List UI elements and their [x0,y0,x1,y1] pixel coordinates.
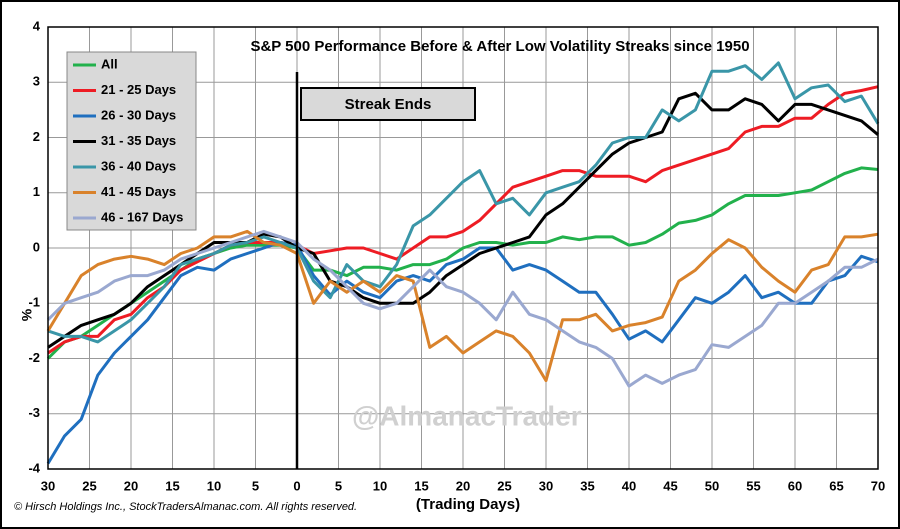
legend-label: 36 - 40 Days [101,158,176,173]
series-line [47,85,879,355]
series-line [46,229,879,383]
y-tick-label: -4 [28,460,40,475]
x-tick-label: 65 [829,478,843,493]
x-tick-label: 35 [580,478,594,493]
y-tick-label: -3 [28,405,40,420]
x-tick-label: 5 [252,478,259,493]
y-tick-label: 3 [33,74,40,89]
y-tick-label: 0 [33,239,40,254]
series-group [46,61,880,465]
legend-label: 46 - 167 Days [101,209,183,224]
series-line [46,241,879,465]
x-tick-label: 5 [335,478,342,493]
series-line [47,91,879,349]
plot-border [47,26,879,470]
x-tick-label: 20 [124,478,138,493]
legend: All 21 - 25 Days 26 - 30 Days 31 - 35 Days 3… [73,56,183,224]
y-tick-label: 2 [33,129,40,144]
chart-title: S&P 500 Performance Before & After Low V… [250,38,749,55]
legend-label: 41 - 45 Days [101,184,176,199]
watermark: @AlmanacTrader [352,400,582,431]
x-tick-label: 45 [663,478,677,493]
x-tick-label: 50 [705,478,719,493]
legend-label: 21 - 25 Days [101,82,176,97]
x-tick-label: 25 [497,478,511,493]
y-tick-label: 4 [33,18,41,33]
x-tick-label: 40 [622,478,636,493]
x-tick-label: 60 [788,478,802,493]
x-tick-label: 20 [456,478,470,493]
x-tick-label: 25 [82,478,96,493]
annotation: Streak Ends [345,96,432,113]
x-tick-label: 10 [207,478,221,493]
x-tick-label: 0 [293,478,300,493]
x-tick-label: 30 [41,478,55,493]
x-tick-label: 30 [539,478,553,493]
legend-label: All [101,56,118,71]
y-tick-label: 1 [33,184,40,199]
x-tick-label: 10 [373,478,387,493]
source: © Hirsch Holdings Inc., StockTradersAlma… [14,501,357,513]
series-line [46,229,879,388]
legend-label: 31 - 35 Days [101,133,176,148]
series-line [47,61,880,344]
annotation-box [300,87,476,121]
x-tick-label: 15 [165,478,179,493]
x-axis-label: (Trading Days) [416,496,520,513]
legend-label: 26 - 30 Days [101,107,176,122]
y-tick-label: -1 [28,295,40,310]
y-axis-label: % [19,308,35,321]
x-tick-label: 15 [414,478,428,493]
x-tick-label: 55 [746,478,760,493]
y-tick-label: -2 [28,350,40,365]
x-tick-label: 70 [871,478,885,493]
